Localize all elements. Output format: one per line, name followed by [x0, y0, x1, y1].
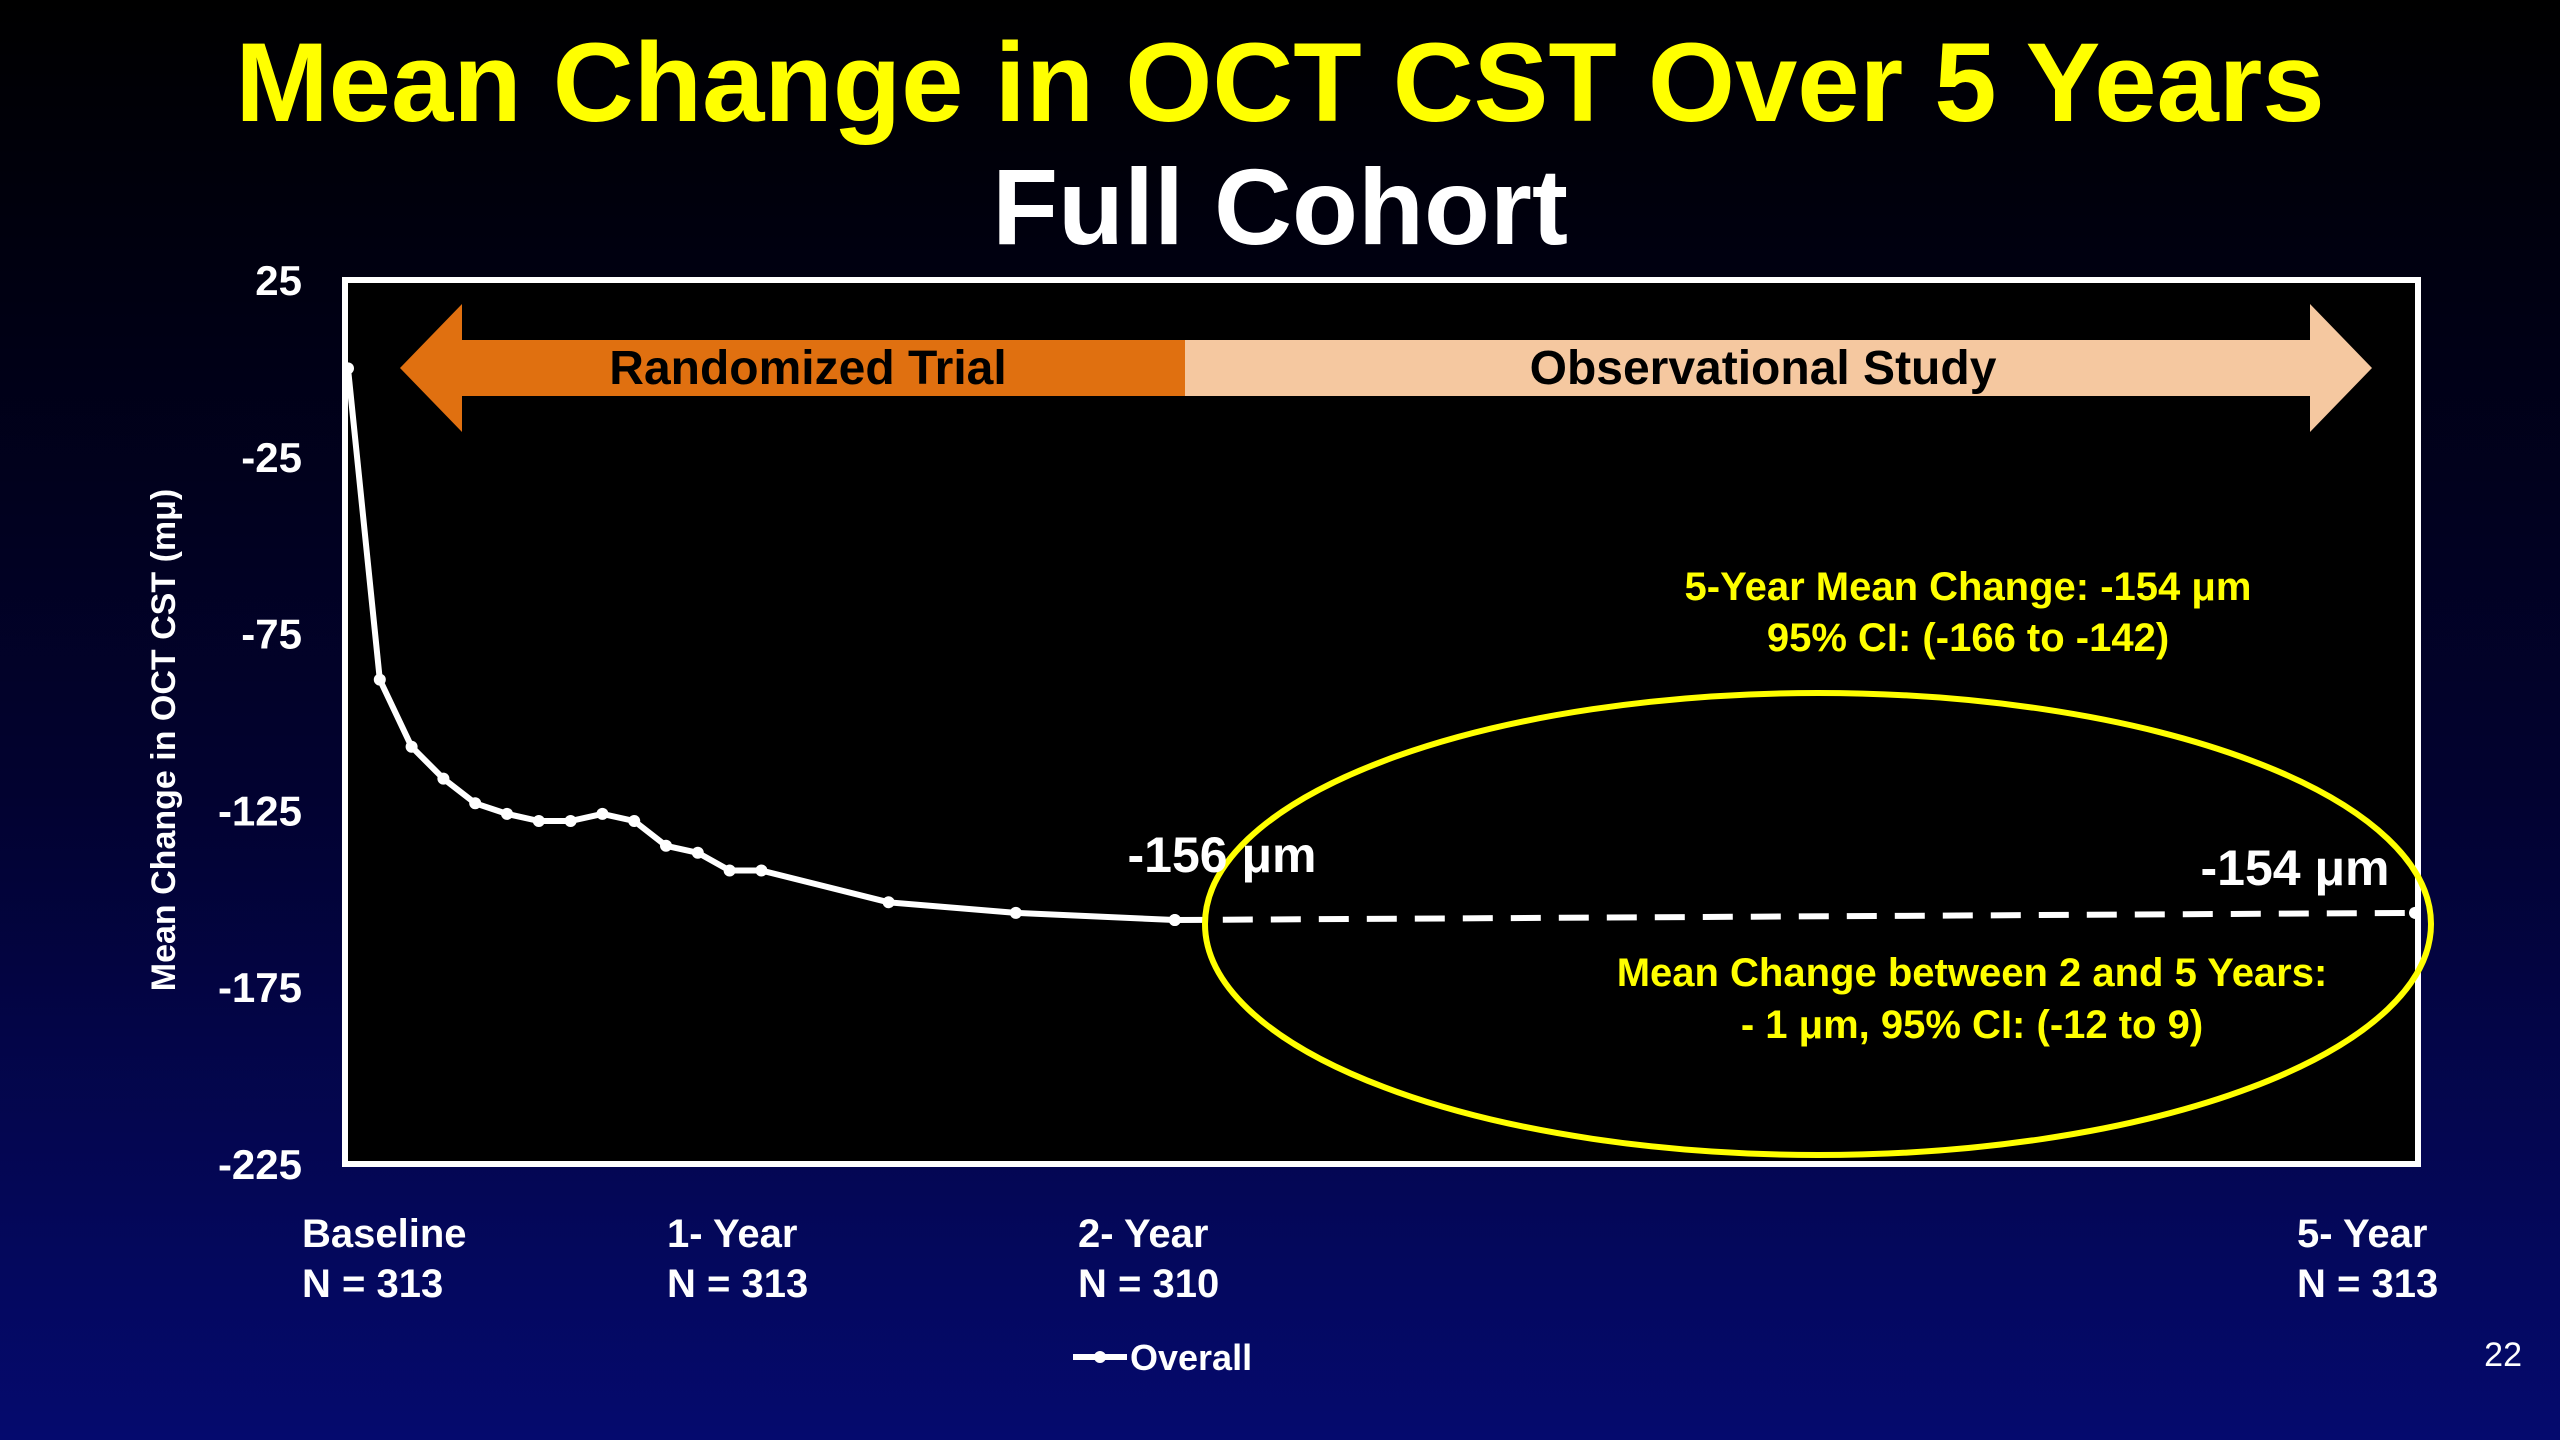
data-point-overall: [437, 772, 450, 785]
slide-subtitle: Full Cohort: [992, 146, 1568, 267]
series-group: [342, 362, 2421, 926]
annotation-between-line1: Mean Change between 2 and 5 Years:: [1617, 951, 2328, 995]
data-point-overall: [469, 797, 482, 810]
data-point-overall: [405, 740, 418, 753]
data-point-overall: [755, 864, 768, 877]
x-tick-label: 2- Year: [1078, 1212, 1209, 1256]
data-point-dashed: [2409, 906, 2421, 919]
data-point-overall: [342, 362, 354, 375]
data-point-overall: [882, 896, 895, 909]
slide-title: Mean Change in OCT CST Over 5 Years: [235, 20, 2325, 145]
y-axis-label: Mean Change in OCT CST (mμ): [145, 489, 183, 991]
annotation-between-line2: - 1 μm, 95% CI: (-12 to 9): [1741, 1003, 2203, 1047]
data-point-overall: [691, 846, 704, 859]
page-number: 22: [2484, 1336, 2522, 1374]
y-tick-label: -75: [241, 611, 302, 658]
x-tick-sublabel: N = 310: [1078, 1262, 1219, 1306]
y-axis: 25 -25 -75 -125 -175 -225: [218, 257, 302, 1188]
arrow-label-observational-study: Observational Study: [1530, 342, 1997, 395]
y-tick-label: 25: [255, 257, 302, 304]
data-point-overall: [660, 839, 672, 852]
data-point-overall: [596, 807, 609, 820]
annotation-two-year-value: -156 μm: [1127, 827, 1316, 883]
data-point-overall: [373, 673, 386, 686]
x-tick-label: Baseline: [302, 1212, 467, 1256]
y-tick-label: -225: [218, 1141, 302, 1188]
data-point-overall: [532, 815, 545, 827]
plot-area: [342, 277, 2421, 1167]
x-axis: Baseline N = 313 1- Year N = 313 2- Year N = …: [302, 1212, 2438, 1306]
annotation-five-year-summary-line1: 5-Year Mean Change: -154 μm: [1685, 565, 2252, 609]
arrow-randomized-trial: [400, 304, 1185, 432]
y-tick-label: -125: [218, 787, 302, 834]
phase-arrows: Randomized Trial Observational Study: [400, 304, 2372, 432]
x-tick-sublabel: N = 313: [667, 1262, 808, 1306]
data-point-overall: [628, 815, 641, 827]
y-tick-label: -175: [218, 964, 302, 1011]
x-tick-sublabel: N = 313: [2297, 1262, 2438, 1306]
x-tick-label: 5- Year: [2297, 1212, 2428, 1256]
data-point-overall: [501, 807, 513, 820]
annotation-five-year-value: -154 μm: [2200, 840, 2389, 896]
highlight-ellipse: [1202, 690, 2434, 1158]
arrow-observational-study: [1185, 304, 2372, 432]
legend-entry-overall: Overall: [1130, 1337, 1252, 1378]
annotation-five-year-summary-line2: 95% CI: (-166 to -142): [1767, 616, 2169, 660]
x-tick-sublabel: N = 313: [302, 1262, 443, 1306]
legend-marker-swatch: [1094, 1351, 1106, 1363]
data-point-overall: [564, 815, 577, 827]
arrow-label-randomized-trial: Randomized Trial: [609, 342, 1006, 395]
data-point-dashed: [1168, 914, 1181, 926]
series-line-dashed: [1174, 909, 2416, 923]
y-tick-label: -25: [241, 434, 302, 481]
legend: Overall: [1073, 1337, 1252, 1378]
x-tick-label: 1- Year: [667, 1212, 798, 1256]
data-point-overall: [1009, 906, 1022, 919]
data-point-overall: [723, 864, 736, 877]
